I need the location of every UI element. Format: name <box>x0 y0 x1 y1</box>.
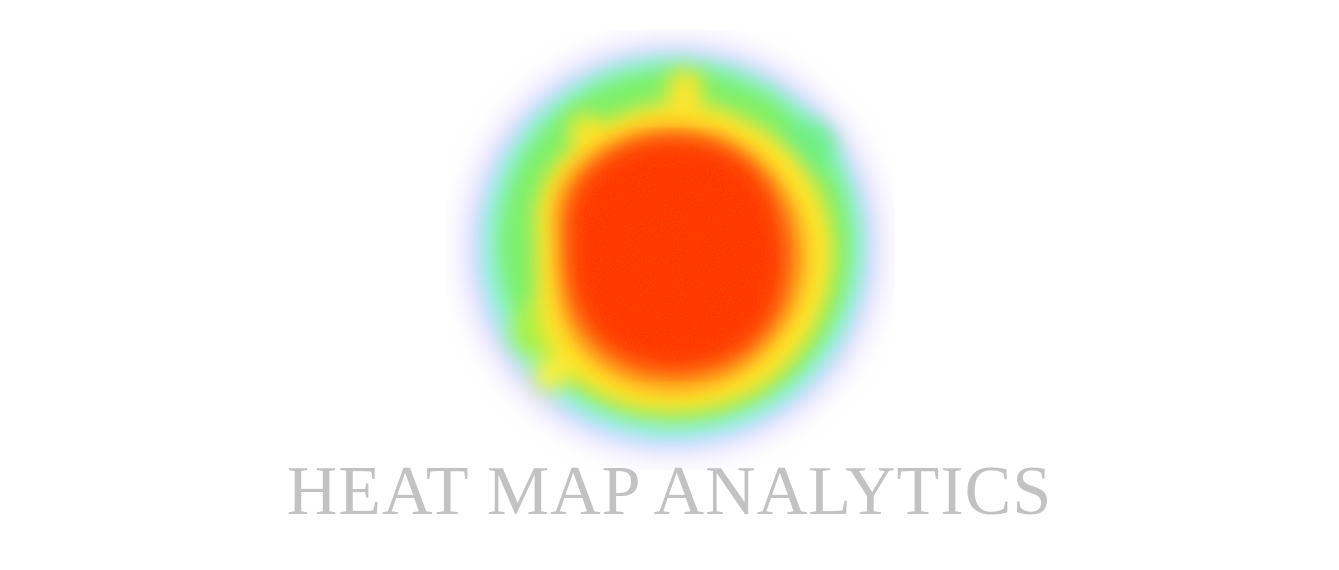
heatmap-logo-graphic <box>445 30 895 470</box>
heatmap-blob <box>468 45 878 451</box>
brand-title: HEAT MAP ANALYTICS <box>286 453 1053 530</box>
red-core-layer <box>569 139 784 369</box>
